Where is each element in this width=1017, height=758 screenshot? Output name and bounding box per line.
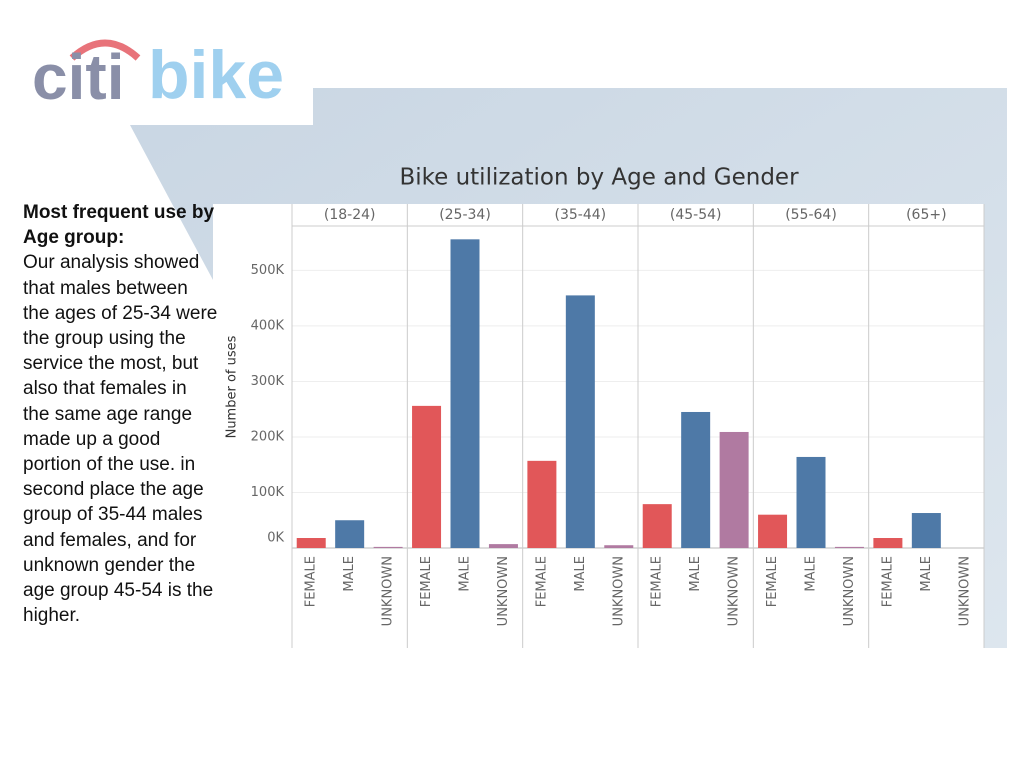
y-tick-label: 300K [251,374,285,389]
x-tick-label: MALE [804,556,819,592]
x-tick-label: MALE [342,556,357,592]
x-tick-label: UNKNOWN [496,556,511,626]
x-tick-label: FEMALE [765,556,780,607]
chart-title: Bike utilization by Age and Gender [399,165,799,191]
x-tick-label: FEMALE [304,556,319,607]
plot-panel [213,204,984,648]
bar [834,546,864,548]
bar [719,431,749,548]
bar [758,514,788,548]
x-tick-label: UNKNOWN [381,556,396,626]
bar [911,513,941,548]
x-tick-label: UNKNOWN [957,556,972,626]
group-label: (45-54) [670,207,722,223]
group-label: (18-24) [324,207,376,223]
sidebar-heading: Most frequent use by Age group: [23,202,215,249]
y-tick-label: 500K [251,263,285,278]
bar [604,545,634,548]
x-tick-label: FEMALE [534,556,549,607]
bar [565,295,595,548]
x-tick-label: UNKNOWN [727,556,742,626]
bar [873,538,903,548]
bar [488,544,518,548]
bar [642,504,672,548]
y-tick-label: 400K [251,318,285,333]
sidebar-body: Our analysis showed that males between t… [23,252,218,627]
x-tick-label: UNKNOWN [842,556,857,626]
bar [335,520,365,548]
y-tick-label: 100K [251,485,285,500]
group-label: (25-34) [439,207,491,223]
bar [296,538,326,548]
logo-bike: bike [148,37,284,113]
bar [527,460,557,548]
sidebar: Most frequent use by Age group: Our analy… [23,200,218,628]
logo-box [0,0,313,124]
x-tick-label: MALE [573,556,588,592]
x-tick-label: FEMALE [650,556,665,607]
y-axis-label: Number of uses [225,335,240,438]
logo-citi: citi [32,41,124,113]
bar [796,456,826,548]
y-tick-label: 200K [251,429,285,444]
bar [681,411,711,548]
group-label: (65+) [906,207,946,223]
logo-arc [69,39,141,61]
group-label: (55-64) [785,207,837,223]
x-tick-label: UNKNOWN [611,556,626,626]
bar [412,405,442,548]
x-tick-label: FEMALE [419,556,434,607]
group-label: (35-44) [555,207,607,223]
y-tick-label: 0K [267,531,284,546]
bar [373,546,403,548]
bar [450,239,480,548]
x-tick-label: FEMALE [880,556,895,607]
x-tick-label: MALE [919,556,934,592]
x-tick-label: MALE [688,556,703,592]
x-tick-label: MALE [458,556,473,592]
